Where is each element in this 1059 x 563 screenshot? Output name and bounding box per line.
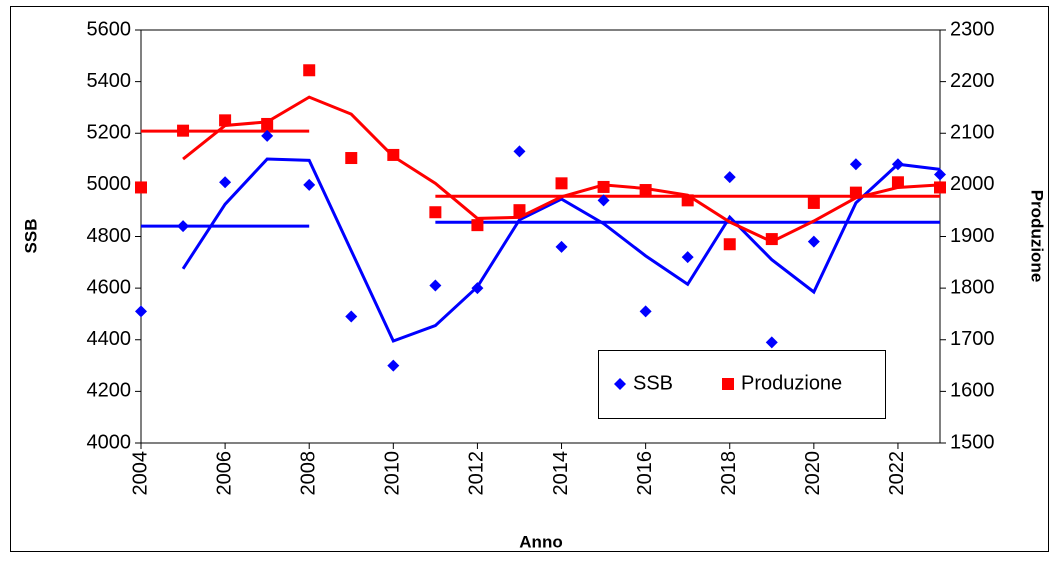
x-tick-label: 2020: [802, 451, 824, 496]
produzione-point: [345, 152, 358, 165]
produzione-point: [429, 206, 442, 219]
x-tick-label: 2008: [297, 451, 319, 496]
legend-label: Produzione: [741, 372, 842, 394]
produzione-point: [681, 194, 694, 207]
y-tick-label: 4200: [87, 380, 132, 402]
produzione-point: [765, 233, 778, 246]
y2-tick-label: 2300: [950, 18, 995, 40]
y2-tick-label: 1500: [950, 431, 995, 453]
y2-tick-label: 2200: [950, 70, 995, 92]
legend: [598, 350, 886, 419]
y2-tick-label: 1600: [950, 380, 995, 402]
ssb-point: [429, 279, 442, 292]
ssb-point: [387, 359, 400, 372]
ssb-point: [807, 235, 820, 248]
ssb-point: [849, 158, 862, 171]
ssb-point: [345, 310, 358, 323]
produzione-point: [135, 181, 147, 194]
ssb-point: [261, 129, 274, 142]
ssb-point: [555, 240, 568, 253]
ssb-point: [891, 158, 904, 171]
x-tick-label: 2010: [382, 451, 404, 496]
y2-tick-label: 2000: [950, 173, 995, 195]
legend-marker: [614, 378, 626, 390]
x-axis-title: Anno: [519, 532, 562, 551]
y-tick-label: 4600: [87, 276, 132, 298]
ssb-point: [597, 194, 610, 207]
y-tick-label: 5400: [87, 70, 132, 92]
x-tick-label: 2018: [718, 451, 740, 496]
produzione-point: [177, 124, 190, 137]
produzione-point: [891, 176, 904, 189]
ssb-point: [723, 171, 736, 184]
y-tick-label: 5200: [87, 122, 132, 144]
produzione-point: [261, 117, 274, 130]
x-tick-label: 2016: [634, 451, 656, 496]
ssb-point: [681, 251, 694, 264]
ssb-point: [135, 305, 147, 318]
y2-tick-label: 1800: [950, 276, 995, 298]
chart-border: [10, 6, 1049, 552]
produzione-point: [807, 196, 820, 209]
ssb-point: [639, 305, 652, 318]
produzione-point: [303, 64, 316, 77]
legend-label: SSB: [633, 372, 673, 394]
ssb-point: [219, 176, 232, 189]
ssb-point: [765, 336, 778, 349]
legend-marker: [722, 378, 734, 390]
produzione-point: [555, 177, 568, 190]
y-tick-label: 4800: [87, 225, 132, 247]
ssb-point: [471, 282, 484, 295]
x-tick-label: 2004: [129, 451, 151, 496]
x-tick-label: 2012: [466, 451, 488, 496]
ssb-point: [513, 145, 526, 158]
x-tick-label: 2014: [550, 451, 572, 496]
produzione-point: [639, 184, 652, 197]
y2-tick-label: 1900: [950, 225, 995, 247]
produzione-point: [471, 219, 484, 232]
y-axis-title: SSB: [21, 219, 40, 254]
y2-tick-label: 2100: [950, 122, 995, 144]
ssb-point: [934, 168, 946, 181]
produzione-point: [934, 181, 946, 194]
ssb-point: [177, 220, 190, 233]
ssb-point: [303, 178, 316, 191]
produzione-point: [597, 180, 610, 193]
y-tick-label: 5000: [87, 173, 132, 195]
produzione-point: [387, 148, 400, 161]
y2-tick-label: 1700: [950, 328, 995, 350]
y-tick-label: 4400: [87, 328, 132, 350]
produzione-point: [513, 204, 526, 217]
x-tick-label: 2022: [886, 451, 908, 496]
produzione-point: [723, 238, 736, 251]
produzione-point: [849, 186, 862, 199]
moving-average-line: [181, 157, 941, 343]
produzione-point: [219, 114, 232, 127]
x-tick-label: 2006: [213, 451, 235, 496]
y-tick-label: 5600: [87, 18, 132, 40]
moving-average-line: [182, 95, 941, 244]
y2-axis-title: Produzione: [1028, 190, 1047, 283]
y-tick-label: 4000: [87, 431, 132, 453]
